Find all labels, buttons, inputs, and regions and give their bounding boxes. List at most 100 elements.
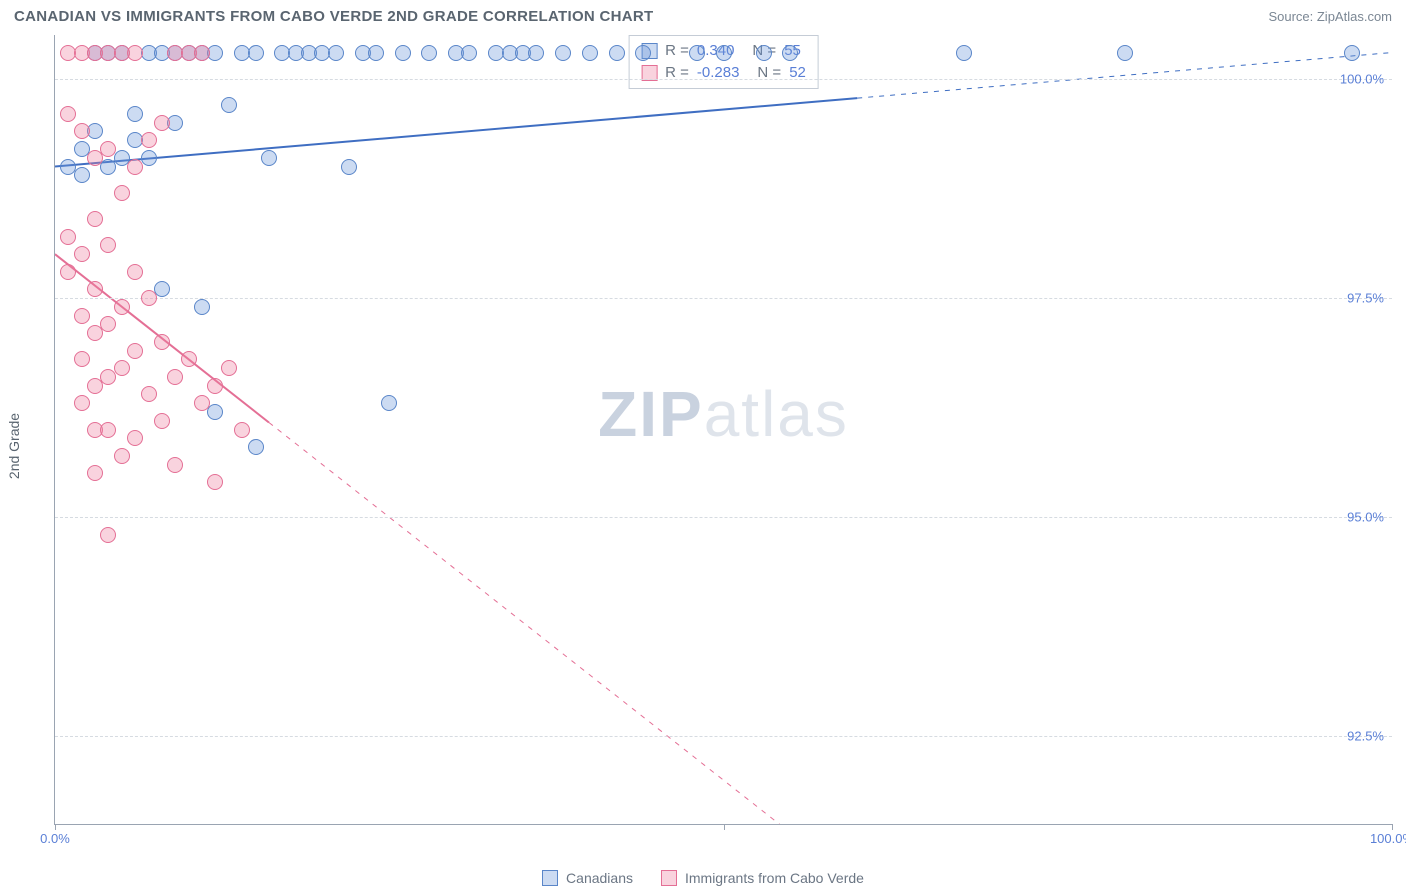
data-point-cabo: [141, 132, 157, 148]
footer-legend-item: Canadians: [542, 870, 633, 886]
data-point-cabo: [114, 360, 130, 376]
data-point-cabo: [221, 360, 237, 376]
data-point-cabo: [100, 141, 116, 157]
data-point-cabo: [181, 351, 197, 367]
x-tick-label: 100.0%: [1370, 831, 1406, 846]
data-point-cabo: [154, 115, 170, 131]
data-point-cabo: [60, 264, 76, 280]
data-point-cabo: [207, 474, 223, 490]
data-point-cabo: [234, 422, 250, 438]
data-point-canadians: [341, 159, 357, 175]
data-point-canadians: [248, 439, 264, 455]
legend-label: Canadians: [566, 870, 633, 886]
data-point-canadians: [609, 45, 625, 61]
data-point-cabo: [60, 229, 76, 245]
data-point-cabo: [194, 395, 210, 411]
data-point-canadians: [368, 45, 384, 61]
legend-swatch-pink: [661, 870, 677, 886]
data-point-cabo: [127, 430, 143, 446]
data-point-canadians: [261, 150, 277, 166]
trend-lines: [55, 35, 1392, 824]
data-point-cabo: [141, 386, 157, 402]
data-point-cabo: [167, 369, 183, 385]
data-point-canadians: [782, 45, 798, 61]
data-point-cabo: [127, 343, 143, 359]
data-point-canadians: [207, 404, 223, 420]
plot-area: ZIPatlas R = 0.340 N = 55 R = -0.283 N =…: [54, 35, 1392, 825]
x-tick: [724, 824, 725, 830]
data-point-cabo: [74, 246, 90, 262]
data-point-canadians: [756, 45, 772, 61]
data-point-canadians: [421, 45, 437, 61]
footer-legend-item: Immigrants from Cabo Verde: [661, 870, 864, 886]
legend-r-value: -0.283: [697, 62, 740, 84]
data-point-canadians: [248, 45, 264, 61]
footer-legend: Canadians Immigrants from Cabo Verde: [0, 870, 1406, 886]
gridline: [55, 736, 1392, 737]
data-point-cabo: [100, 316, 116, 332]
data-point-canadians: [689, 45, 705, 61]
legend-n-value: 52: [789, 62, 806, 84]
data-point-canadians: [328, 45, 344, 61]
y-tick-label: 92.5%: [1347, 729, 1384, 744]
legend-row: R = -0.283 N = 52: [641, 62, 806, 84]
data-point-cabo: [127, 159, 143, 175]
gridline: [55, 298, 1392, 299]
data-point-canadians: [528, 45, 544, 61]
data-point-cabo: [100, 237, 116, 253]
x-tick: [55, 824, 56, 830]
data-point-canadians: [1344, 45, 1360, 61]
gridline: [55, 517, 1392, 518]
data-point-canadians: [582, 45, 598, 61]
data-point-cabo: [194, 45, 210, 61]
data-point-canadians: [461, 45, 477, 61]
data-point-canadians: [154, 281, 170, 297]
data-point-canadians: [1117, 45, 1133, 61]
x-tick: [1392, 824, 1393, 830]
legend-n-label: N =: [757, 62, 781, 84]
data-point-canadians: [635, 45, 651, 61]
legend-r-label: R =: [665, 62, 689, 84]
data-point-cabo: [87, 465, 103, 481]
y-tick-label: 100.0%: [1340, 71, 1384, 86]
y-tick-label: 95.0%: [1347, 510, 1384, 525]
data-point-canadians: [956, 45, 972, 61]
data-point-canadians: [555, 45, 571, 61]
data-point-cabo: [87, 211, 103, 227]
data-point-cabo: [100, 422, 116, 438]
correlation-legend: R = 0.340 N = 55 R = -0.283 N = 52: [628, 35, 819, 89]
x-tick-label: 0.0%: [40, 831, 70, 846]
data-point-canadians: [395, 45, 411, 61]
data-point-canadians: [141, 150, 157, 166]
chart-title: CANADIAN VS IMMIGRANTS FROM CABO VERDE 2…: [14, 8, 654, 25]
watermark-atlas: atlas: [704, 378, 849, 450]
data-point-cabo: [87, 281, 103, 297]
data-point-cabo: [127, 264, 143, 280]
data-point-cabo: [141, 290, 157, 306]
data-point-cabo: [207, 378, 223, 394]
data-point-cabo: [74, 308, 90, 324]
data-point-cabo: [127, 45, 143, 61]
data-point-cabo: [154, 413, 170, 429]
data-point-cabo: [60, 106, 76, 122]
watermark-zip: ZIP: [598, 378, 704, 450]
chart-area: ZIPatlas R = 0.340 N = 55 R = -0.283 N =…: [54, 35, 1392, 825]
data-point-canadians: [381, 395, 397, 411]
data-point-canadians: [221, 97, 237, 113]
source-label: Source: ZipAtlas.com: [1268, 9, 1392, 24]
data-point-cabo: [167, 457, 183, 473]
data-point-cabo: [114, 185, 130, 201]
data-point-cabo: [74, 351, 90, 367]
data-point-cabo: [74, 395, 90, 411]
y-axis-label: 2nd Grade: [6, 413, 22, 479]
data-point-canadians: [127, 106, 143, 122]
data-point-cabo: [74, 123, 90, 139]
data-point-canadians: [74, 167, 90, 183]
legend-swatch-blue: [542, 870, 558, 886]
data-point-cabo: [114, 448, 130, 464]
y-tick-label: 97.5%: [1347, 291, 1384, 306]
legend-r-label: R =: [665, 40, 689, 62]
gridline: [55, 79, 1392, 80]
data-point-canadians: [194, 299, 210, 315]
legend-label: Immigrants from Cabo Verde: [685, 870, 864, 886]
